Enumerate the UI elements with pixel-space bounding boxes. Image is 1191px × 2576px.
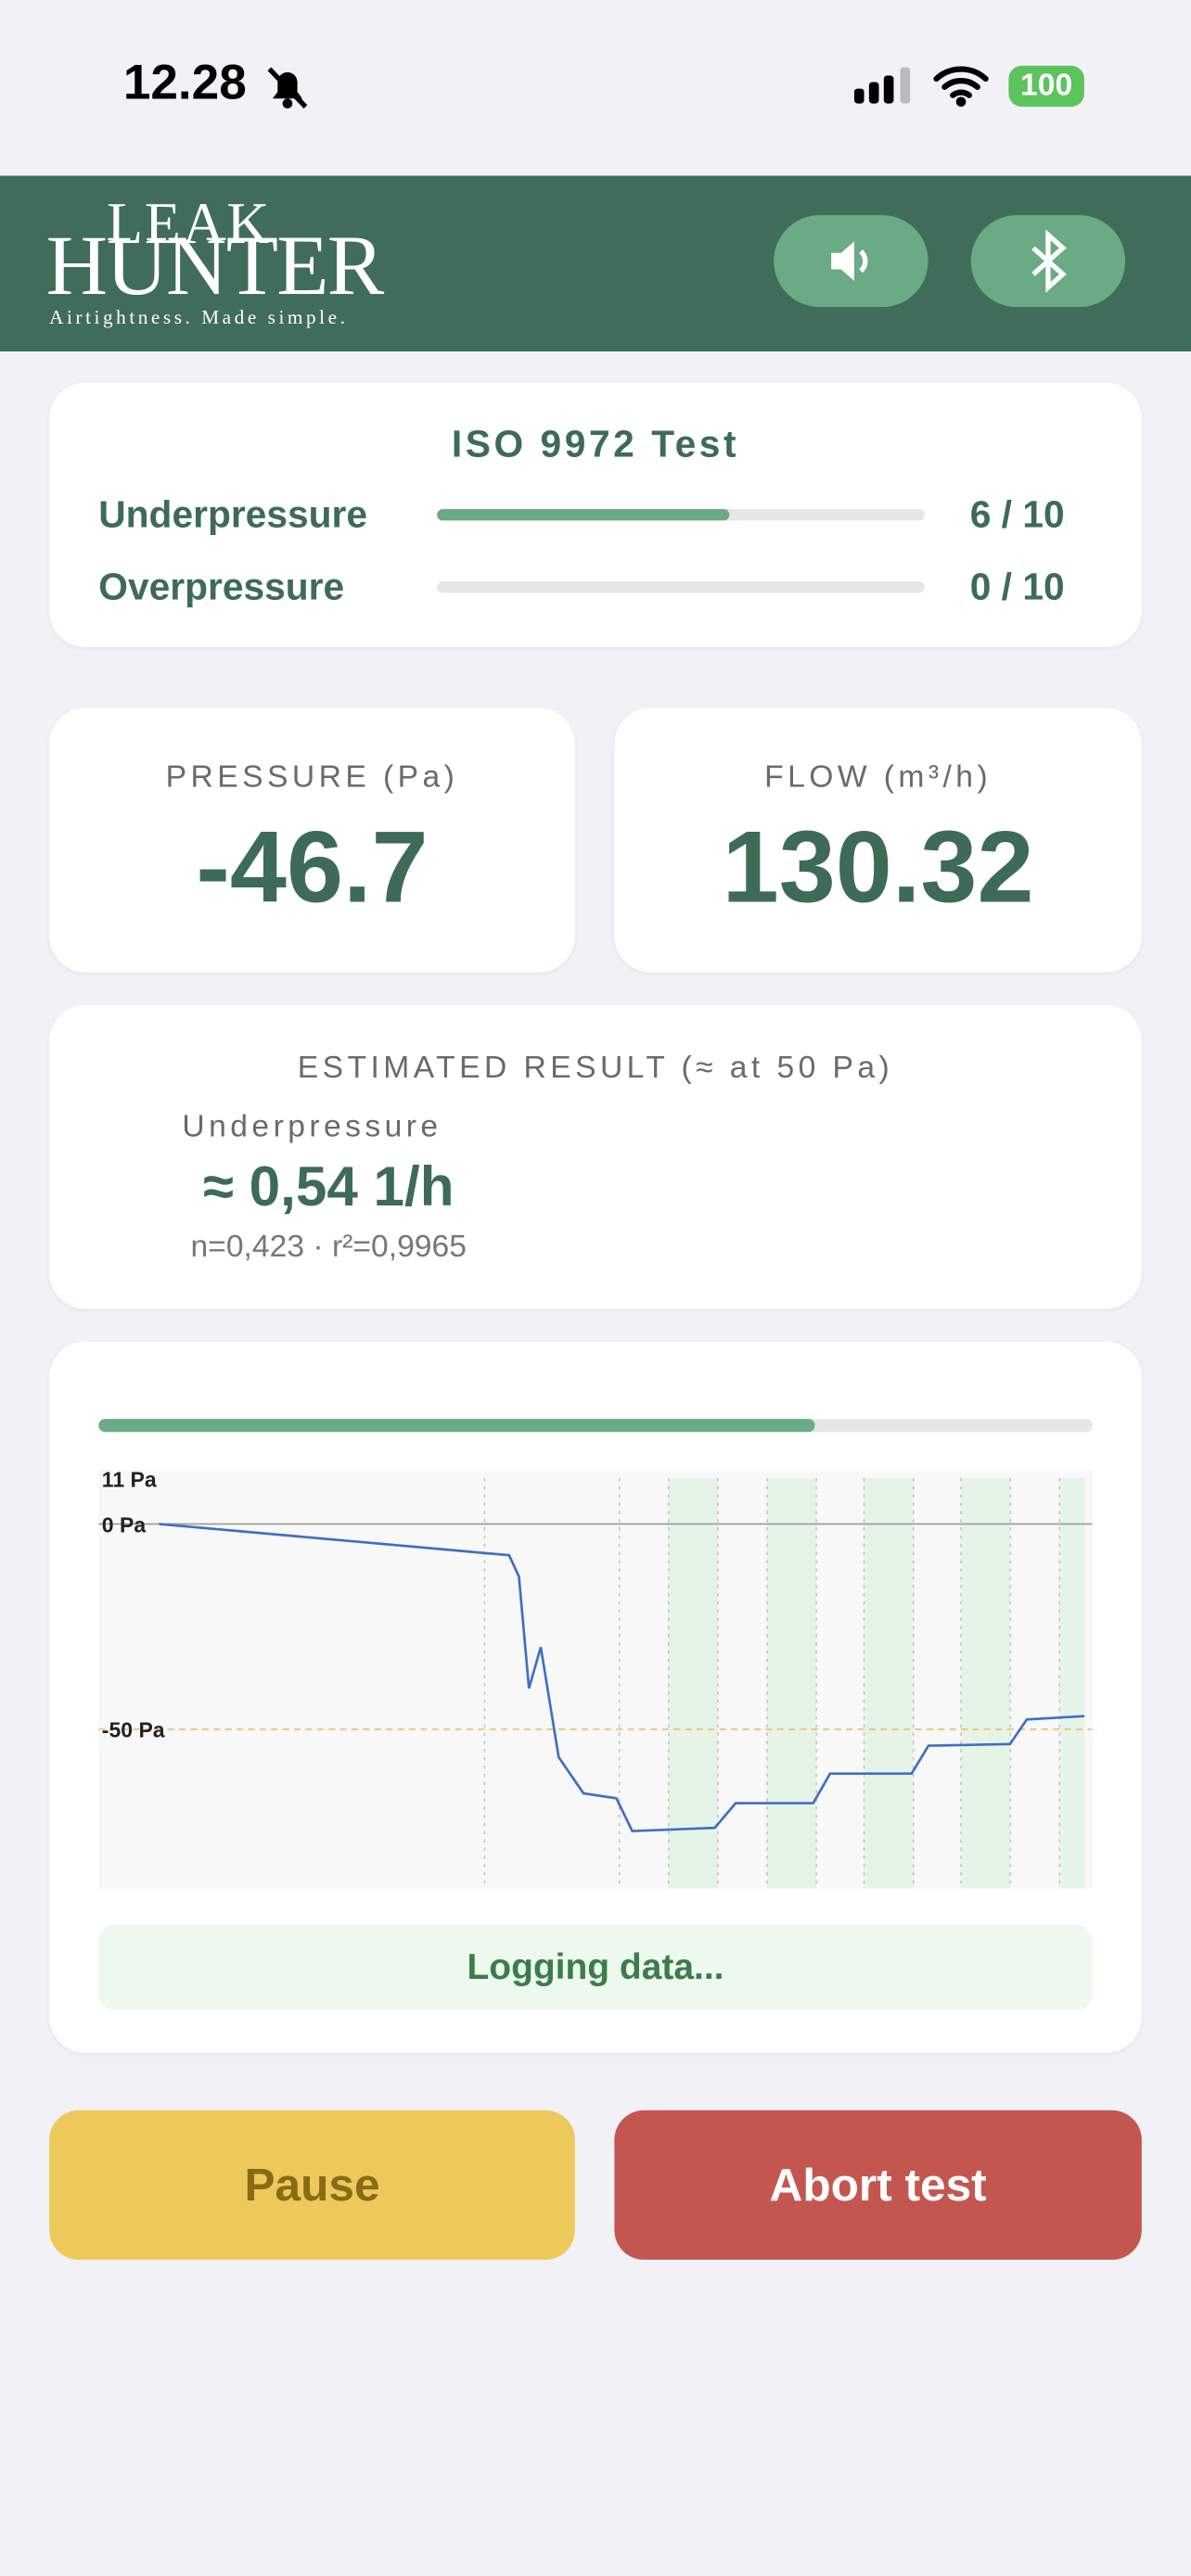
stage-dividers bbox=[483, 1477, 1061, 1889]
signal-icon bbox=[853, 67, 911, 104]
flow-card: FLOW (m³/h) 130.32 bbox=[614, 708, 1142, 973]
speaker-icon bbox=[831, 241, 868, 281]
pressure-card: PRESSURE (Pa) -46.7 bbox=[49, 708, 575, 973]
logo-bottom: HUNTER bbox=[45, 220, 385, 314]
header: LEAK HUNTER Airtightness. Made simple. bbox=[0, 175, 1191, 352]
pressure-value: -46.7 bbox=[196, 810, 429, 925]
time: 12.28 bbox=[122, 56, 247, 110]
result-title: ESTIMATED RESULT (≈ at 50 Pa) bbox=[297, 1051, 894, 1086]
flow-label: FLOW (m³/h) bbox=[764, 759, 992, 796]
y-tick-label: 11 Pa bbox=[102, 1470, 157, 1492]
stage-label: Underpressure bbox=[98, 492, 368, 536]
pause-button[interactable]: Pause bbox=[49, 2110, 575, 2260]
sound-button[interactable] bbox=[774, 215, 928, 308]
stage-count: 6 / 10 bbox=[969, 492, 1065, 536]
stage-fill bbox=[437, 509, 730, 521]
y-tick-label: -50 Pa bbox=[102, 1718, 165, 1742]
stage-bands bbox=[668, 1477, 1084, 1889]
result-value: ≈ 0,54 1/h bbox=[202, 1155, 455, 1219]
pressure-label: PRESSURE (Pa) bbox=[165, 759, 459, 796]
flow-value: 130.32 bbox=[722, 810, 1034, 925]
stage-count: 0 / 10 bbox=[969, 565, 1065, 608]
battery: 100 bbox=[1008, 65, 1084, 108]
stage-label: Overpressure bbox=[98, 565, 345, 608]
progress-track bbox=[98, 1419, 1093, 1433]
bell-off-icon bbox=[267, 67, 308, 108]
y-tick-label: 0 Pa bbox=[102, 1512, 147, 1537]
abort-button[interactable]: Abort test bbox=[614, 2110, 1142, 2260]
pressure-line bbox=[159, 1523, 1085, 1833]
progress-fill bbox=[98, 1419, 814, 1433]
test-title: ISO 9972 Test bbox=[451, 422, 740, 465]
bluetooth-icon bbox=[1031, 229, 1067, 293]
pressure-chart: 11 Pa 0 Pa -50 Pa bbox=[98, 1470, 1093, 1889]
result-fit: n=0,423 · r²=0,9965 bbox=[190, 1230, 467, 1265]
logo-top: LEAK bbox=[107, 190, 272, 257]
result-card: ESTIMATED RESULT (≈ at 50 Pa) Underpress… bbox=[49, 1004, 1142, 1309]
stage-track bbox=[437, 580, 926, 593]
result-mode: Underpressure bbox=[182, 1110, 442, 1145]
bluetooth-button[interactable] bbox=[970, 215, 1126, 308]
tagline: Airtightness. Made simple. bbox=[49, 305, 349, 329]
status-message: Logging data... bbox=[98, 1924, 1093, 2010]
wifi-icon bbox=[933, 66, 989, 108]
stage-track bbox=[437, 509, 926, 521]
test-card: ISO 9972 Test Underpressure 6 / 10 Overpre… bbox=[49, 382, 1142, 647]
